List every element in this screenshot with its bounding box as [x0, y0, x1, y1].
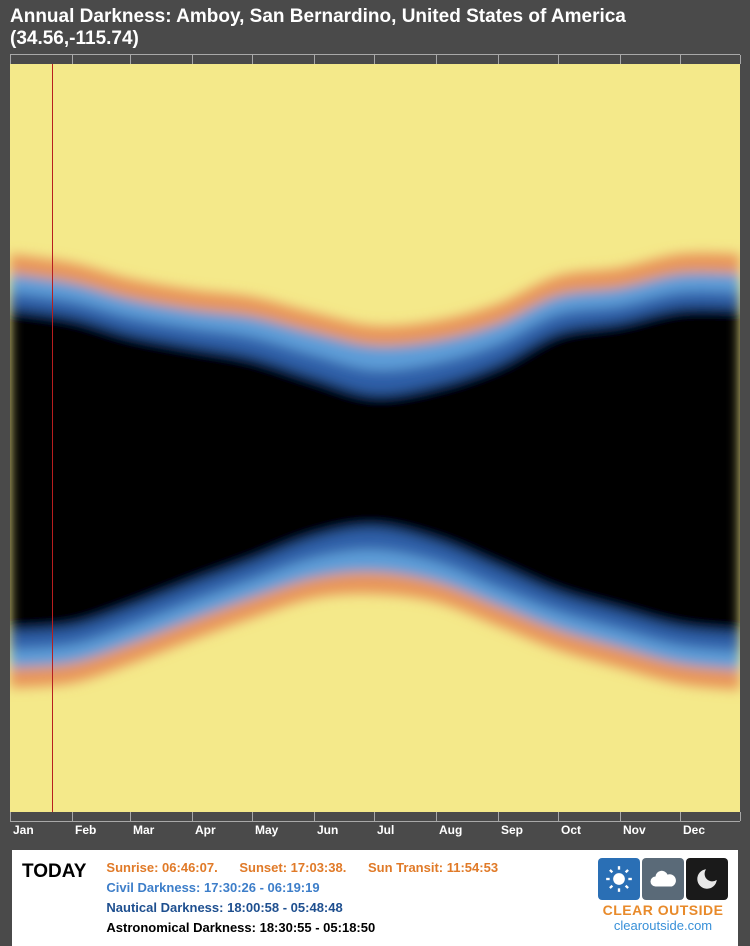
annual-darkness-chart [10, 64, 740, 812]
nautical-line: Nautical Darkness: 18:00:58 - 05:48:48 [106, 898, 598, 918]
civil-label: Civil Darkness: [106, 880, 204, 895]
astro-label: Astronomical Darkness: [106, 920, 259, 935]
transit-label: Sun Transit: [368, 860, 447, 875]
brand-icons [598, 858, 728, 900]
brand-block: CLEAR OUTSIDE clearoutside.com [598, 858, 728, 933]
month-label: May [255, 823, 278, 837]
astro-value: 18:30:55 - 05:18:50 [260, 920, 376, 935]
nautical-value: 18:00:58 - 05:48:48 [227, 900, 343, 915]
nautical-label: Nautical Darkness: [106, 900, 227, 915]
sunline: Sunrise: 06:46:07. Sunset: 17:03:38. Sun… [106, 858, 598, 878]
month-label: Feb [75, 823, 96, 837]
brand-name: CLEAR OUTSIDE [603, 902, 724, 918]
month-label: Jun [317, 823, 338, 837]
month-label: Mar [133, 823, 154, 837]
month-label: Jul [377, 823, 394, 837]
today-marker [52, 64, 53, 812]
sunset-label: Sunset: [239, 860, 290, 875]
cloud-icon [642, 858, 684, 900]
month-label: Dec [683, 823, 705, 837]
moon-icon [686, 858, 728, 900]
month-labels: Jan Feb Mar Apr May Jun Jul Aug Sep Oct Nov Dec [10, 822, 740, 838]
page-title: Annual Darkness: Amboy, San Bernardino, … [0, 0, 750, 54]
civil-line: Civil Darkness: 17:30:26 - 06:19:19 [106, 878, 598, 898]
month-axis-top [10, 54, 740, 64]
sunrise-label: Sunrise: [106, 860, 162, 875]
transit-value: 11:54:53 [447, 860, 498, 875]
sun-data: Sunrise: 06:46:07. Sunset: 17:03:38. Sun… [106, 858, 598, 938]
chart-container: Jan Feb Mar Apr May Jun Jul Aug Sep Oct Nov Dec [10, 54, 740, 838]
month-label: Nov [623, 823, 646, 837]
month-label: Aug [439, 823, 462, 837]
sunrise-value: 06:46:07. [162, 860, 218, 875]
astronomical-line: Astronomical Darkness: 18:30:55 - 05:18:… [106, 918, 598, 938]
month-axis-bottom [10, 812, 740, 822]
footer-panel: TODAY Sunrise: 06:46:07. Sunset: 17:03:3… [12, 850, 738, 946]
month-label: Sep [501, 823, 523, 837]
brand-url: clearoutside.com [614, 918, 712, 933]
month-label: Oct [561, 823, 581, 837]
month-label: Apr [195, 823, 216, 837]
sunset-value: 17:03:38. [291, 860, 347, 875]
today-heading: TODAY [22, 861, 86, 883]
month-label: Jan [13, 823, 34, 837]
civil-value: 17:30:26 - 06:19:19 [204, 880, 320, 895]
sun-icon [598, 858, 640, 900]
